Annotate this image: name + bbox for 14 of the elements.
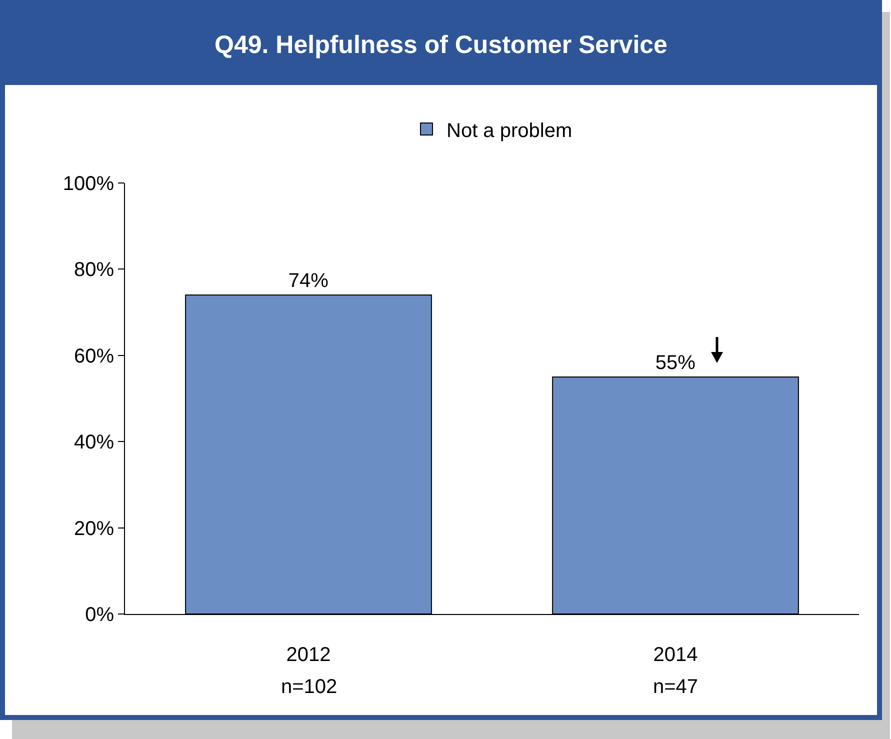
x-tick-label: 2012 — [286, 644, 331, 666]
data-label: 74% — [288, 270, 329, 292]
text: n=47 — [653, 676, 698, 698]
chart-title: Q49. Helpfulness of Customer Service — [5, 5, 877, 85]
y-tick-label: 40% — [74, 432, 114, 454]
y-tick-label: 100% — [62, 173, 114, 195]
y-tick-label: 80% — [74, 259, 114, 282]
legend-label: Not a problem — [446, 120, 572, 142]
data-label: 55% — [655, 352, 696, 374]
text: n=102 — [281, 676, 338, 698]
y-tick-label: 0% — [85, 604, 114, 626]
y-tick-label: 60% — [74, 345, 114, 368]
x-tick-label: 2014 — [653, 644, 698, 666]
y-tick-label: 20% — [74, 518, 114, 540]
